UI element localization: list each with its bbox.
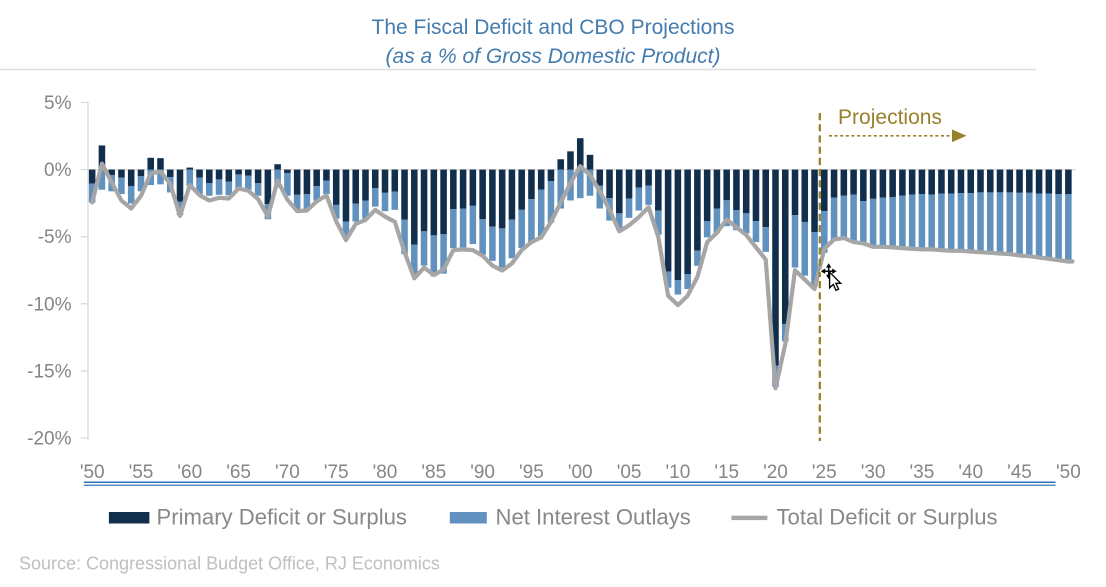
svg-text:-15%: -15% <box>27 361 71 382</box>
svg-text:5%: 5% <box>44 93 72 114</box>
svg-text:'00: '00 <box>568 462 593 483</box>
svg-text:Total Deficit or Surplus: Total Deficit or Surplus <box>777 505 998 530</box>
svg-text:'65: '65 <box>226 462 251 483</box>
svg-text:Projections: Projections <box>838 106 942 129</box>
svg-text:'50: '50 <box>80 462 105 483</box>
svg-text:'30: '30 <box>861 462 886 483</box>
svg-text:'05: '05 <box>617 462 642 483</box>
svg-text:'45: '45 <box>1007 462 1032 483</box>
svg-text:Primary Deficit or Surplus: Primary Deficit or Surplus <box>157 505 407 530</box>
svg-text:'95: '95 <box>519 462 544 483</box>
svg-text:'10: '10 <box>666 462 691 483</box>
svg-text:'55: '55 <box>129 462 154 483</box>
svg-text:'80: '80 <box>373 462 398 483</box>
svg-text:'40: '40 <box>958 462 983 483</box>
svg-text:'70: '70 <box>275 462 300 483</box>
svg-text:'85: '85 <box>421 462 446 483</box>
svg-text:'50: '50 <box>1056 462 1081 483</box>
svg-text:(as a % of Gross Domestic Prod: (as a % of Gross Domestic Product) <box>386 45 721 68</box>
svg-text:-10%: -10% <box>27 294 71 315</box>
svg-text:'90: '90 <box>470 462 495 483</box>
svg-text:-5%: -5% <box>38 227 72 248</box>
svg-text:'75: '75 <box>324 462 349 483</box>
svg-text:0%: 0% <box>44 160 72 181</box>
svg-text:'35: '35 <box>910 462 935 483</box>
svg-text:Net Interest Outlays: Net Interest Outlays <box>496 505 691 530</box>
svg-text:'20: '20 <box>763 462 788 483</box>
svg-text:'15: '15 <box>714 462 739 483</box>
svg-text:The Fiscal Deficit and CBO Pro: The Fiscal Deficit and CBO Projections <box>372 16 735 39</box>
svg-text:'60: '60 <box>177 462 202 483</box>
svg-text:'25: '25 <box>812 462 837 483</box>
svg-text:-20%: -20% <box>27 429 71 450</box>
svg-text:Source: Congressional Budget O: Source: Congressional Budget Office, RJ … <box>19 554 440 574</box>
